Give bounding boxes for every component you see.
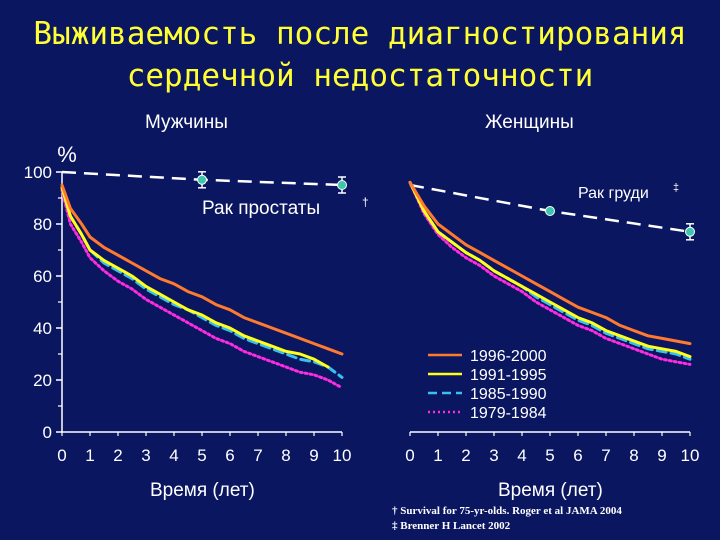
women-x-tick-label: 1 [433,446,442,465]
legend-label-s1991: 1991-1995 [470,367,547,384]
men-x-tick-label: 6 [225,446,234,465]
slide-title-line1: Выживаемость после диагностирования [33,16,687,52]
men-x-tick-label: 9 [309,446,318,465]
women-x-axis-label: Время (лет) [498,480,603,501]
men-x-tick-label: 8 [281,446,290,465]
women-series-s1991 [408,180,692,359]
women-reference-sup: ‡ [673,182,679,194]
women-reference-label: Рак груди [578,185,649,202]
women-x-tick-label: 8 [629,446,638,465]
women-x-tick-label: 2 [461,446,470,465]
y-unit-label: % [57,142,77,167]
legend-label-s1979: 1979-1984 [470,405,547,422]
women-x-tick-label: 4 [517,446,526,465]
men-series-s1996 [60,183,344,356]
men-reference-point [197,174,207,185]
women-x-tick-label: 7 [601,446,610,465]
legend-label-s1985: 1985-1990 [470,386,547,403]
men-reference-label: Рак простаты [202,198,320,219]
men-x-tick-label: 0 [57,446,66,465]
footnote-2: ‡ Brenner H Lancet 2002 [392,520,511,532]
men-reference-point [337,180,347,190]
women-x-tick-label: 3 [489,446,498,465]
footnote-1: † Survival for 75-yr-olds. Roger et al J… [392,505,622,517]
men-x-tick-label: 10 [333,446,352,465]
men-reference-sup: † [362,195,369,209]
men-series-s1991 [60,186,330,369]
men-y-tick-label: 20 [33,371,52,390]
men-x-tick-label: 5 [197,446,206,465]
men-x-tick-label: 2 [113,446,122,465]
men-y-tick-label: 80 [33,215,52,234]
men-series-s1979 [60,188,344,390]
men-y-tick-label: 60 [33,267,52,286]
legend-label-s1996: 1996-2000 [470,348,547,365]
women-x-tick-label: 6 [573,446,582,465]
slide-title-line2: сердечной недостаточности [126,58,594,94]
men-x-axis-label: Время (лет) [150,480,255,501]
women-series-s1996 [408,180,692,346]
men-panel-title: Мужчины [145,112,228,133]
men-x-tick-label: 7 [253,446,262,465]
women-reference-point [685,226,695,237]
men-x-tick-label: 1 [85,446,94,465]
women-panel-title: Женщины [485,112,574,133]
women-series-s1979 [408,180,692,366]
women-x-tick-label: 0 [405,446,414,465]
men-y-tick-label: 100 [24,163,52,182]
women-x-tick-label: 9 [657,446,666,465]
men-x-tick-label: 3 [141,446,150,465]
women-x-tick-label: 5 [545,446,554,465]
men-x-tick-label: 4 [169,446,178,465]
men-y-tick-label: 0 [43,423,52,442]
women-x-tick-label: 10 [681,446,700,465]
men-y-tick-label: 40 [33,319,52,338]
women-reference-point [545,206,555,216]
